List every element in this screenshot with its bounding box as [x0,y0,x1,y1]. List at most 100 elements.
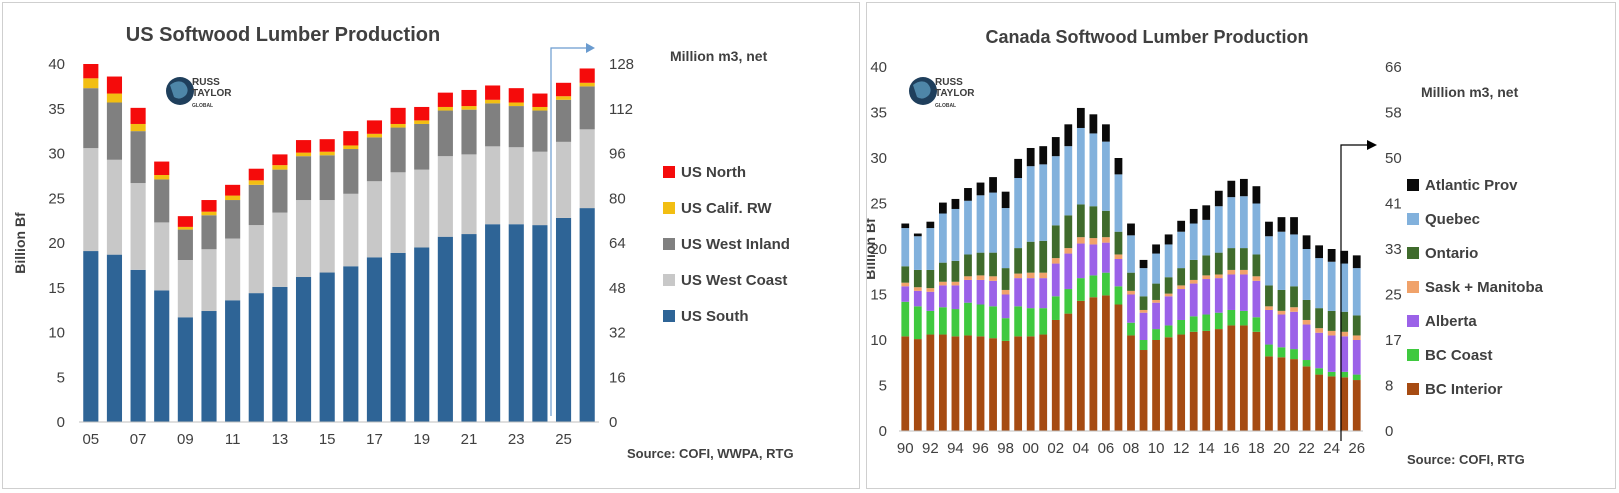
bar-ca-2009-ontario [1139,296,1148,310]
source-note: Source: COFI, WWPA, RTG [627,446,794,461]
bar-ca-1990-quebec [901,228,910,267]
bar-ca-1994-sask-manitoba [951,281,960,286]
y2-tick-label: 8 [1385,378,1393,395]
legend-label: US North [681,164,746,181]
bar-ca-1998-sask-manitoba [1001,289,1010,295]
bar-ca-2020-quebec [1277,231,1286,290]
bar-ca-2023-sask-manitoba [1315,328,1323,333]
bar-ca-2020-alberta [1277,314,1286,348]
bar-ca-2002-ontario [1051,225,1060,259]
x-tick-label: 96 [972,440,989,457]
bar-ca-2006-sask-manitoba [1102,237,1110,243]
legend-swatch-us-south [663,310,675,322]
bar-us-2013-us-calif-rw [272,165,288,170]
bar-ca-1996-bc-coast [976,304,985,337]
bar-ca-2012-atlantic-prov [1177,220,1186,232]
y2-tick-label: 32 [609,325,626,342]
bar-us-2015-us-west-coast [319,200,335,273]
bar-ca-1991-quebec [913,236,922,270]
bar-us-2018-us-south [390,252,406,422]
bar-ca-1996-bc-interior [976,336,985,431]
bar-ca-2003-quebec [1064,146,1073,216]
bar-ca-2023-bc-interior [1315,374,1323,431]
bar-ca-2026-alberta [1352,340,1361,375]
bar-us-2025-us-west-coast [555,141,572,218]
bar-ca-2022-sask-manitoba [1302,319,1311,325]
bar-ca-2014-atlantic-prov [1202,205,1211,220]
bar-ca-2022-bc-interior [1302,366,1311,431]
bar-ca-2004-alberta [1076,243,1085,279]
bar-ca-1998-bc-interior [1001,340,1010,431]
bar-ca-1993-atlantic-prov [939,202,947,214]
bar-ca-2002-alberta [1051,263,1060,297]
bar-ca-2022-ontario [1302,299,1311,320]
bar-ca-2000-bc-interior [1026,336,1035,431]
bar-ca-2026-sask-manitoba [1352,335,1361,340]
bar-ca-2004-bc-interior [1076,300,1085,431]
x-tick-label: 16 [1223,440,1240,457]
bar-us-2009-us-west-coast [177,260,193,318]
legend-label: BC Coast [1425,347,1493,364]
bar-ca-2013-sask-manitoba [1189,279,1198,284]
bar-ca-2023-bc-coast [1315,368,1323,375]
bar-ca-2003-ontario [1064,215,1073,249]
bar-ca-2006-alberta [1102,242,1110,273]
us-chart-panel: US Softwood Lumber Production 0 5 10 15 20 25 3… [2,2,860,489]
y-tick-label: 30 [870,150,887,167]
bar-ca-2021-alberta [1290,311,1298,350]
y2-tick-label: 0 [1385,423,1393,440]
bar-us-2014-us-west-coast [295,200,312,278]
bar-ca-1993-bc-interior [939,334,947,431]
bar-ca-2019-quebec [1265,236,1273,286]
bar-ca-2020-bc-coast [1277,347,1286,358]
bar-ca-2005-atlantic-prov [1089,114,1098,134]
bar-us-2012-us-south [248,293,264,422]
bar-ca-2015-bc-interior [1214,329,1223,431]
bar-ca-1999-ontario [1014,248,1023,274]
bar-ca-2025-alberta [1340,336,1349,372]
bar-ca-2016-quebec [1227,197,1236,249]
bar-ca-2002-sask-manitoba [1051,258,1060,264]
bar-us-2024-us-south [532,225,548,422]
bar-us-2019-us-calif-rw [414,120,430,124]
bar-ca-1993-bc-coast [939,307,947,335]
y2-tick-label: 58 [1385,105,1402,122]
bar-ca-2009-sask-manitoba [1139,309,1148,313]
bar-us-2022-us-calif-rw [485,99,501,104]
bar-ca-1997-sask-manitoba [989,276,997,281]
bar-ca-2007-alberta [1114,259,1123,287]
bar-us-2007-us-north [130,107,146,124]
y2-tick-label: 50 [1385,150,1402,167]
bar-us-2019-us-west-coast [414,169,430,248]
bar-ca-2009-bc-interior [1139,350,1148,431]
bar-ca-2002-quebec [1051,156,1060,226]
x-tick-label: 15 [319,431,336,448]
bar-us-2019-us-north [414,106,430,121]
y2-tick-label: 128 [609,56,634,73]
bar-ca-2005-alberta [1089,244,1098,276]
y2-tick-label: 112 [609,101,633,118]
bar-ca-2011-quebec [1164,244,1173,278]
bar-ca-2017-bc-interior [1239,325,1248,431]
bar-us-2020-us-west-coast [437,156,453,237]
bar-ca-2008-sask-manitoba [1127,290,1135,295]
bar-ca-2018-alberta [1252,280,1261,318]
bar-ca-2022-quebec [1302,249,1311,300]
bar-ca-2004-bc-coast [1076,278,1085,301]
bar-ca-2004-quebec [1076,127,1085,205]
bar-ca-2025-quebec [1340,263,1349,312]
bar-us-2018-us-calif-rw [390,123,406,128]
bar-ca-2014-bc-interior [1202,330,1211,431]
x-tick-label: 92 [922,440,939,457]
bar-us-2005-us-calif-rw [83,78,99,89]
y2-tick-label: 33 [1385,241,1402,258]
bar-ca-2001-ontario [1039,240,1048,273]
bar-ca-2021-atlantic-prov [1290,217,1298,235]
logo-text-2: TAYLOR [935,88,975,99]
bar-us-2009-us-south [177,317,193,422]
x-tick-label: 17 [366,431,383,448]
y2-tick-label: 66 [1385,59,1402,76]
bar-us-2018-us-west-coast [390,172,406,253]
legend-label: Ontario [1425,245,1478,262]
